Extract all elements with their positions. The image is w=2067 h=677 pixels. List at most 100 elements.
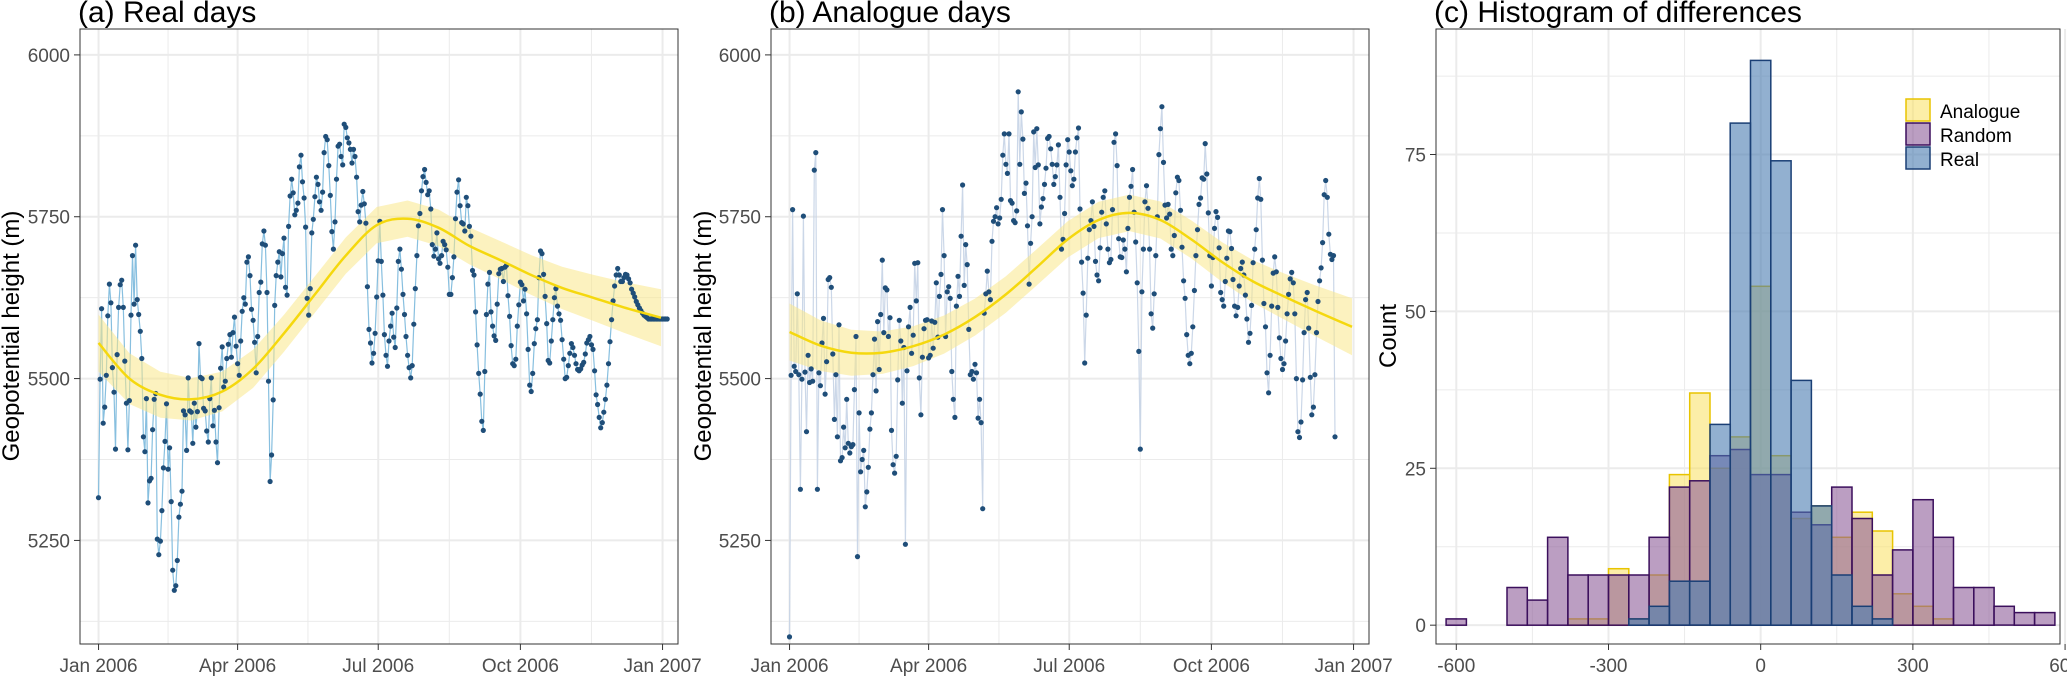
- data-point: [129, 253, 136, 259]
- data-point: [1116, 236, 1122, 242]
- data-point: [819, 340, 825, 346]
- data-point: [588, 342, 595, 348]
- data-point: [1041, 181, 1048, 187]
- data-point: [389, 310, 395, 316]
- data-point: [176, 514, 182, 520]
- plot-border: [1435, 28, 2061, 645]
- data-point: [298, 152, 304, 158]
- data-point: [995, 221, 1001, 227]
- data-point: [788, 372, 794, 378]
- data-point: [462, 228, 468, 234]
- data-point: [248, 306, 255, 312]
- data-point: [1173, 190, 1179, 196]
- data-point: [352, 153, 358, 160]
- data-point: [384, 363, 391, 369]
- data-point: [202, 408, 208, 414]
- y-tick-label: 50: [1405, 302, 1426, 323]
- data-point: [160, 465, 166, 471]
- data-point: [905, 324, 912, 330]
- data-point: [184, 447, 190, 453]
- histogram-bar-real: [1790, 379, 1813, 626]
- data-point: [214, 460, 221, 466]
- data-point: [400, 291, 406, 297]
- data-point: [380, 292, 386, 298]
- data-point: [612, 283, 618, 289]
- data-point: [301, 195, 307, 201]
- data-point: [936, 293, 943, 299]
- data-point: [1193, 253, 1199, 259]
- data-point: [1190, 324, 1196, 330]
- data-point: [120, 304, 126, 310]
- data-point: [1028, 240, 1034, 246]
- histogram-bar-real: [1770, 160, 1792, 626]
- data-point: [145, 500, 151, 506]
- data-point: [907, 304, 913, 310]
- data-point: [963, 242, 969, 248]
- data-point: [1151, 291, 1157, 297]
- data-point: [1284, 311, 1290, 317]
- data-point: [551, 295, 558, 301]
- data-point: [180, 408, 187, 414]
- histogram-bar-random: [1607, 574, 1630, 626]
- data-point: [103, 372, 109, 378]
- data-point: [1009, 200, 1015, 206]
- histogram-bar-real: [1688, 580, 1711, 626]
- data-point: [1034, 126, 1040, 132]
- data-point: [1307, 374, 1313, 380]
- data-point: [321, 150, 327, 156]
- data-point: [1239, 259, 1245, 265]
- panel-real-days: (a) Real days Geopotential height (m) 52…: [0, 0, 702, 677]
- x-tick-label: 300: [1897, 656, 1929, 677]
- data-point: [1037, 221, 1043, 227]
- data-point: [528, 388, 534, 395]
- data-point: [235, 361, 241, 367]
- data-point: [102, 404, 108, 410]
- data-point: [253, 370, 259, 376]
- data-point: [1215, 214, 1221, 220]
- data-point: [1171, 232, 1177, 239]
- data-point: [1242, 292, 1248, 298]
- data-point: [313, 174, 319, 180]
- y-axis-label: Geopotential height (m): [0, 211, 25, 462]
- data-point: [398, 266, 404, 272]
- data-point: [1315, 298, 1321, 305]
- data-point: [881, 330, 887, 336]
- data-point: [932, 319, 938, 325]
- data-point: [541, 271, 547, 277]
- data-point: [477, 391, 483, 397]
- y-tick-label: 5250: [28, 531, 70, 552]
- data-point: [1266, 390, 1272, 396]
- y-tick-label: 25: [1405, 459, 1426, 480]
- data-point: [987, 297, 994, 303]
- data-point: [830, 351, 836, 357]
- data-point: [374, 294, 380, 300]
- data-point: [95, 495, 102, 501]
- data-point: [408, 375, 414, 381]
- data-point: [437, 260, 443, 266]
- data-point: [895, 377, 901, 383]
- data-point: [1000, 152, 1006, 158]
- data-point: [1140, 246, 1146, 252]
- data-point: [182, 412, 188, 418]
- data-point: [218, 365, 224, 371]
- data-point: [225, 341, 231, 347]
- data-point: [213, 439, 219, 445]
- data-point: [261, 228, 267, 234]
- data-point: [998, 196, 1004, 202]
- x-tick-label: Apr 2006: [890, 656, 967, 677]
- data-point: [1021, 190, 1027, 196]
- data-point: [403, 333, 409, 340]
- data-point: [1150, 325, 1156, 331]
- data-point: [1133, 239, 1139, 245]
- data-point: [1303, 297, 1309, 303]
- data-point: [191, 400, 197, 406]
- data-point: [1182, 295, 1188, 301]
- data-point: [582, 351, 588, 357]
- data-point: [516, 302, 522, 308]
- data-point: [916, 375, 922, 381]
- data-point: [422, 166, 428, 173]
- data-point: [378, 258, 384, 264]
- data-point: [451, 254, 457, 260]
- data-point: [1211, 225, 1218, 231]
